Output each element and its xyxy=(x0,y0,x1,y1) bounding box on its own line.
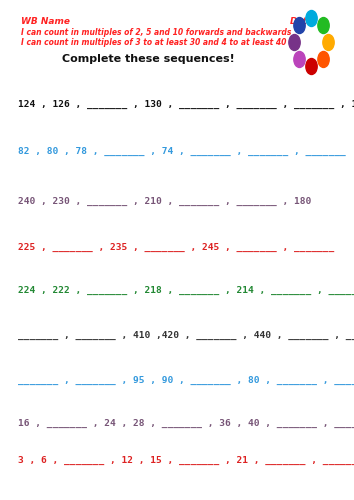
Circle shape xyxy=(306,10,317,26)
Text: Complete these sequences!: Complete these sequences! xyxy=(62,54,235,64)
Text: _______ , _______ , 410 ,420 , _______ , 440 , _______ , _______: _______ , _______ , 410 ,420 , _______ ,… xyxy=(18,331,354,340)
Text: 225 , _______ , 235 , _______ , 245 , _______ , _______: 225 , _______ , 235 , _______ , 245 , __… xyxy=(18,242,334,252)
Text: 16 , _______ , 24 , 28 , _______ , 36 , 40 , _______ , _______: 16 , _______ , 24 , 28 , _______ , 36 , … xyxy=(18,419,354,428)
Circle shape xyxy=(323,34,334,50)
Text: 82 , 80 , 78 , _______ , 74 , _______ , _______ , _______: 82 , 80 , 78 , _______ , 74 , _______ , … xyxy=(18,147,346,156)
Circle shape xyxy=(318,52,329,68)
Text: 240 , 230 , _______ , 210 , _______ , _______ , 180: 240 , 230 , _______ , 210 , _______ , __… xyxy=(18,196,311,205)
Text: 224 , 222 , _______ , 218 , _______ , 214 , _______ , _______: 224 , 222 , _______ , 218 , _______ , 21… xyxy=(18,286,354,295)
Circle shape xyxy=(306,58,317,74)
Text: 124 , 126 , _______ , 130 , _______ , _______ , _______ , 138: 124 , 126 , _______ , 130 , _______ , __… xyxy=(18,100,354,109)
Circle shape xyxy=(294,52,305,68)
Circle shape xyxy=(289,34,300,50)
Text: Date:: Date: xyxy=(290,17,318,26)
Circle shape xyxy=(294,18,305,34)
Text: I can count in multiples of 3 to at least 30 and 4 to at least 40: I can count in multiples of 3 to at leas… xyxy=(21,38,287,47)
Text: 3 , 6 , _______ , 12 , 15 , _______ , 21 , _______ , _______: 3 , 6 , _______ , 12 , 15 , _______ , 21… xyxy=(18,456,354,465)
Text: _______ , _______ , 95 , 90 , _______ , 80 , _______ , _______: _______ , _______ , 95 , 90 , _______ , … xyxy=(18,376,354,385)
Text: I can count in multiples of 2, 5 and 10 forwards and backwards: I can count in multiples of 2, 5 and 10 … xyxy=(21,28,292,37)
Text: WB Name: WB Name xyxy=(21,17,70,26)
Circle shape xyxy=(318,18,329,34)
